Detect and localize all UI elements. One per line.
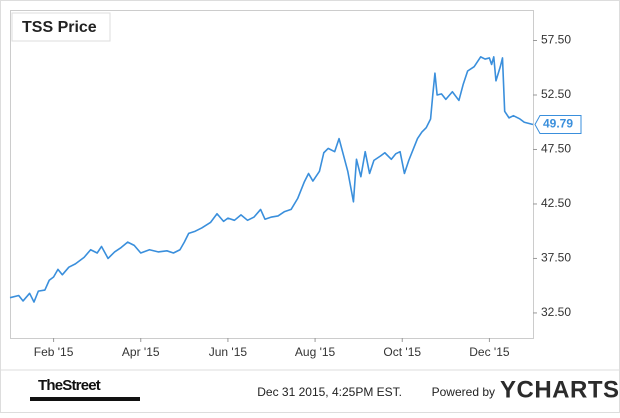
y-tick-label: 32.50 <box>541 305 571 319</box>
brand-logo: YCHARTS <box>500 376 620 403</box>
source-logo-bar <box>30 397 140 401</box>
x-tick-label: Dec '15 <box>469 345 510 359</box>
chart-title: TSS Price <box>22 19 97 36</box>
last-value-label: 49.79 <box>543 117 573 131</box>
x-tick-label: Feb '15 <box>34 345 74 359</box>
y-tick-label: 42.50 <box>541 196 571 210</box>
y-tick-label: 52.50 <box>541 87 571 101</box>
x-tick-label: Aug '15 <box>295 345 336 359</box>
powered-by: Powered by <box>432 385 495 399</box>
x-tick-label: Apr '15 <box>122 345 160 359</box>
y-tick-label: 47.50 <box>541 142 571 156</box>
x-tick-label: Jun '15 <box>209 345 248 359</box>
last-value-callout <box>534 115 582 135</box>
source-logo: TheStreet <box>38 377 101 394</box>
y-tick-label: 37.50 <box>541 251 571 265</box>
y-tick-label: 57.50 <box>541 33 571 47</box>
plot-area <box>10 10 534 339</box>
timestamp: Dec 31 2015, 4:25PM EST. <box>257 385 402 399</box>
price-line <box>9 56 534 303</box>
x-tick-label: Oct '15 <box>383 345 421 359</box>
title-box <box>11 12 111 42</box>
